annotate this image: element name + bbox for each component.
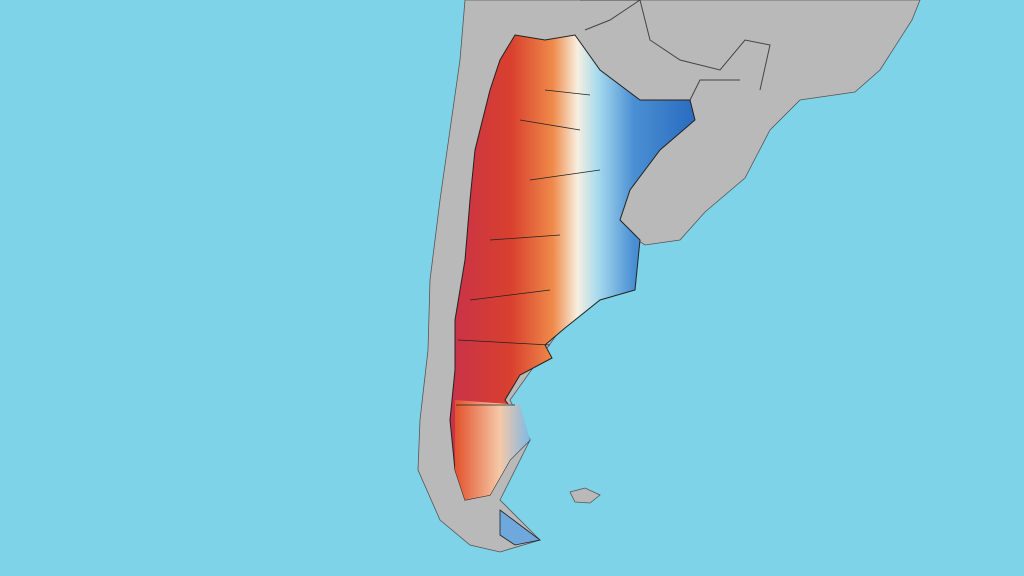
provinces — [456, 89, 601, 406]
falklands — [569, 487, 601, 504]
patagonia-south — [455, 400, 530, 500]
borders — [580, 0, 771, 101]
temperature-anomaly — [449, 34, 696, 501]
tierra-del-fuego — [499, 509, 541, 546]
